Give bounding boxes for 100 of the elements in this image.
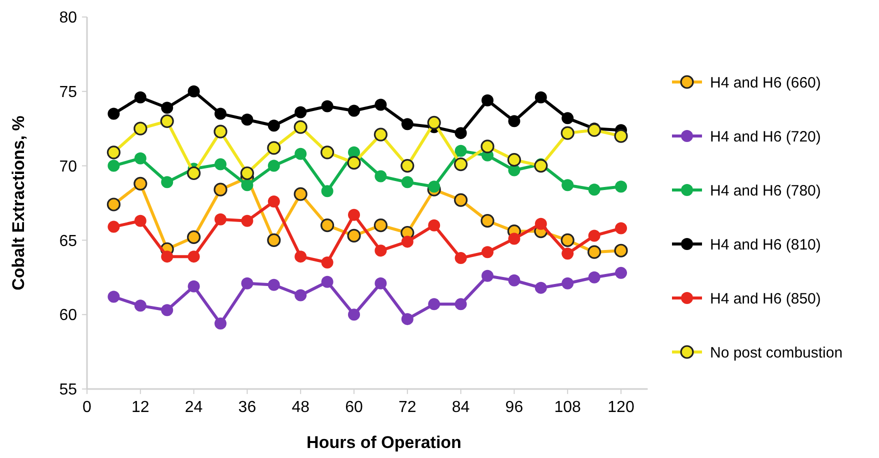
point	[454, 144, 467, 157]
y-tick-label: 55	[59, 382, 78, 399]
point	[294, 120, 308, 134]
point	[374, 244, 387, 257]
point	[268, 196, 280, 208]
point	[134, 300, 146, 312]
point	[267, 233, 281, 247]
y-tick-label: 70	[59, 158, 78, 176]
point	[268, 160, 280, 172]
point	[428, 219, 440, 232]
point	[615, 222, 627, 234]
point	[294, 187, 308, 201]
x-tick-label: 84	[452, 399, 470, 416]
point	[400, 159, 414, 173]
point	[108, 160, 120, 172]
point	[268, 120, 280, 132]
point	[482, 246, 494, 258]
point	[161, 250, 174, 263]
point	[482, 270, 494, 282]
point	[454, 127, 467, 140]
point	[508, 115, 520, 128]
point	[187, 166, 201, 180]
point	[214, 108, 226, 120]
point	[615, 266, 627, 279]
point	[374, 128, 388, 142]
point	[321, 256, 334, 269]
point	[187, 230, 201, 244]
point	[454, 193, 468, 207]
y-tick-label: 60	[59, 307, 78, 324]
point	[294, 289, 307, 302]
y-tick-label: 75	[59, 84, 78, 101]
point	[294, 106, 307, 118]
point	[374, 218, 388, 232]
point	[534, 218, 547, 230]
point	[214, 318, 226, 330]
point	[348, 308, 360, 321]
point	[108, 290, 120, 303]
point	[241, 277, 254, 290]
point	[134, 91, 146, 104]
point	[214, 124, 228, 138]
point	[428, 180, 440, 193]
point	[294, 148, 307, 160]
point	[134, 176, 148, 190]
point	[480, 140, 494, 154]
point	[534, 282, 547, 294]
point	[347, 228, 361, 243]
legend-label: H4 and H6 (810)	[710, 236, 821, 254]
point	[562, 277, 574, 290]
x-tick-label: 36	[238, 399, 256, 416]
point	[188, 85, 200, 98]
point	[161, 176, 174, 188]
x-tick-label: 120	[608, 399, 634, 416]
point	[134, 214, 146, 227]
point	[614, 244, 628, 258]
point	[374, 170, 387, 182]
point	[214, 182, 228, 196]
point	[320, 218, 334, 232]
legend-label: H4 and H6 (720)	[710, 128, 821, 146]
point	[106, 198, 120, 212]
point	[161, 102, 174, 114]
point	[267, 141, 281, 155]
y-tick-label: 80	[59, 10, 78, 27]
point	[534, 159, 548, 173]
x-tick-label: 12	[132, 399, 150, 416]
point	[106, 146, 120, 160]
x-tick-label: 48	[292, 399, 310, 416]
point	[401, 236, 414, 248]
point	[401, 313, 414, 326]
point	[188, 250, 200, 263]
point	[161, 304, 174, 316]
point	[588, 271, 600, 284]
point	[240, 166, 254, 180]
point	[134, 152, 146, 164]
point	[401, 118, 414, 130]
legend-label: H4 and H6 (660)	[710, 74, 821, 92]
x-tick-label: 0	[82, 399, 92, 416]
point	[588, 245, 602, 259]
point	[562, 179, 574, 192]
point	[321, 185, 334, 198]
point	[615, 180, 627, 193]
point	[241, 214, 254, 227]
point	[214, 213, 226, 226]
point	[482, 94, 494, 106]
point	[454, 298, 467, 310]
point	[320, 146, 334, 160]
point	[508, 274, 520, 286]
point	[427, 116, 441, 130]
y-axis-title: Cobalt Extractions, %	[9, 116, 28, 290]
point	[374, 277, 387, 290]
x-tick-label: 24	[184, 399, 203, 416]
point	[214, 158, 226, 170]
point	[241, 179, 254, 192]
point	[348, 104, 360, 117]
point	[294, 250, 307, 263]
point	[321, 100, 334, 112]
point	[562, 248, 574, 260]
point	[241, 114, 254, 126]
point	[562, 112, 574, 124]
point	[454, 252, 467, 264]
x-axis-title: Hours of Operation	[306, 433, 462, 452]
